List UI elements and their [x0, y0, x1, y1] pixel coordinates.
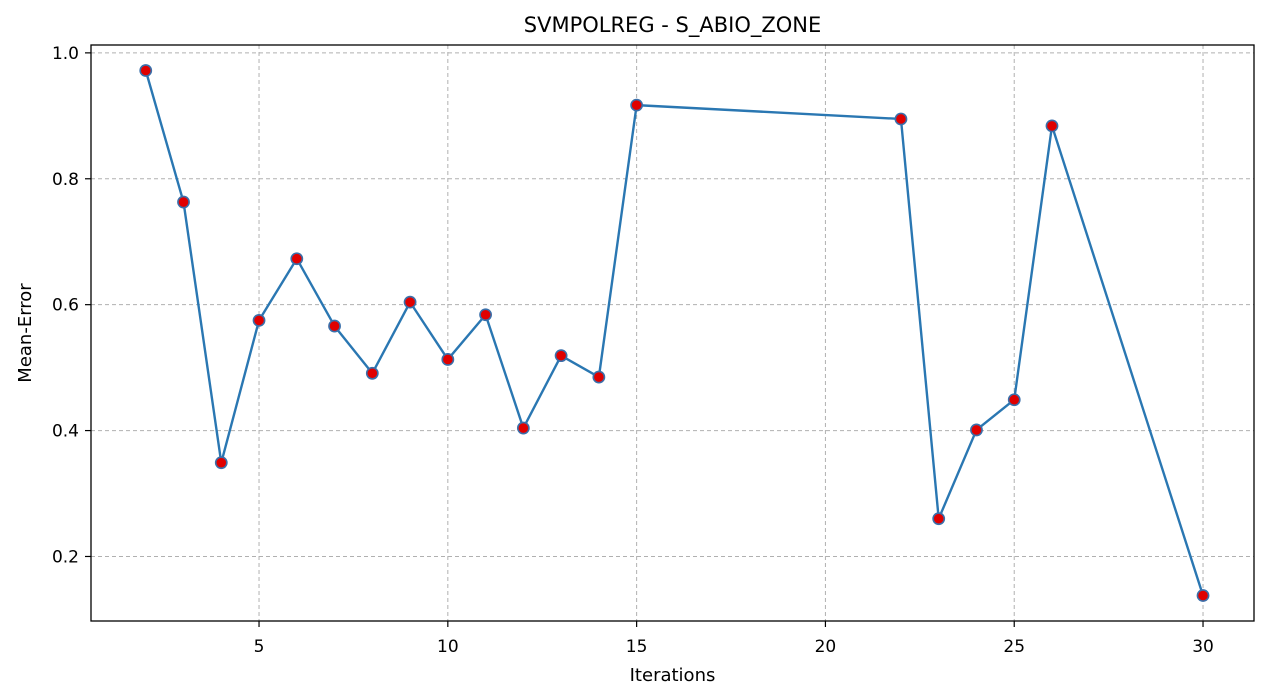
data-point-marker	[214, 456, 228, 470]
y-tick-label: 1.0	[52, 44, 79, 64]
series-line	[144, 70, 1205, 596]
series-line-layer	[144, 70, 1205, 596]
marker-layer	[139, 64, 1210, 602]
data-point-marker	[290, 252, 304, 266]
data-point-marker	[1196, 589, 1210, 602]
data-point-marker	[1007, 393, 1021, 407]
y-tick-label: 0.8	[52, 170, 79, 190]
data-point-marker	[516, 421, 530, 435]
data-point-marker	[932, 512, 946, 526]
data-point-marker	[970, 423, 983, 437]
data-point-marker	[630, 98, 644, 112]
tick-layer: 5 10 15 20 25 30 0.2 0.4 0.6 0.8 1.0	[52, 44, 1214, 657]
chart-title: SVMPOLREG - S_ABIO_ZONE	[524, 13, 822, 38]
y-axis-title: Mean-Error	[15, 283, 36, 383]
y-tick-label: 0.2	[52, 547, 79, 567]
data-point-marker	[252, 314, 266, 327]
data-point-marker	[365, 366, 379, 380]
x-axis-title: Iterations	[630, 665, 716, 686]
data-point-marker	[894, 112, 908, 126]
data-point-marker	[177, 195, 190, 209]
x-tick-label: 5	[254, 637, 265, 657]
x-tick-label: 30	[1192, 637, 1214, 657]
axes-frame	[90, 44, 1255, 622]
y-tick-label: 0.6	[52, 296, 79, 316]
data-point-marker	[403, 295, 417, 309]
data-point-marker	[1045, 119, 1059, 133]
y-tick-label: 0.4	[52, 422, 79, 442]
data-point-marker	[592, 370, 606, 384]
data-point-marker	[139, 64, 153, 77]
data-point-marker	[441, 353, 455, 366]
data-point-marker	[479, 308, 492, 322]
x-tick-label: 20	[815, 637, 837, 657]
data-point-marker	[554, 349, 568, 363]
data-point-marker	[328, 319, 341, 333]
x-tick-label: 15	[626, 637, 648, 657]
x-tick-label: 10	[437, 637, 459, 657]
x-tick-label: 25	[1003, 637, 1025, 657]
grid-layer	[91, 45, 1254, 621]
